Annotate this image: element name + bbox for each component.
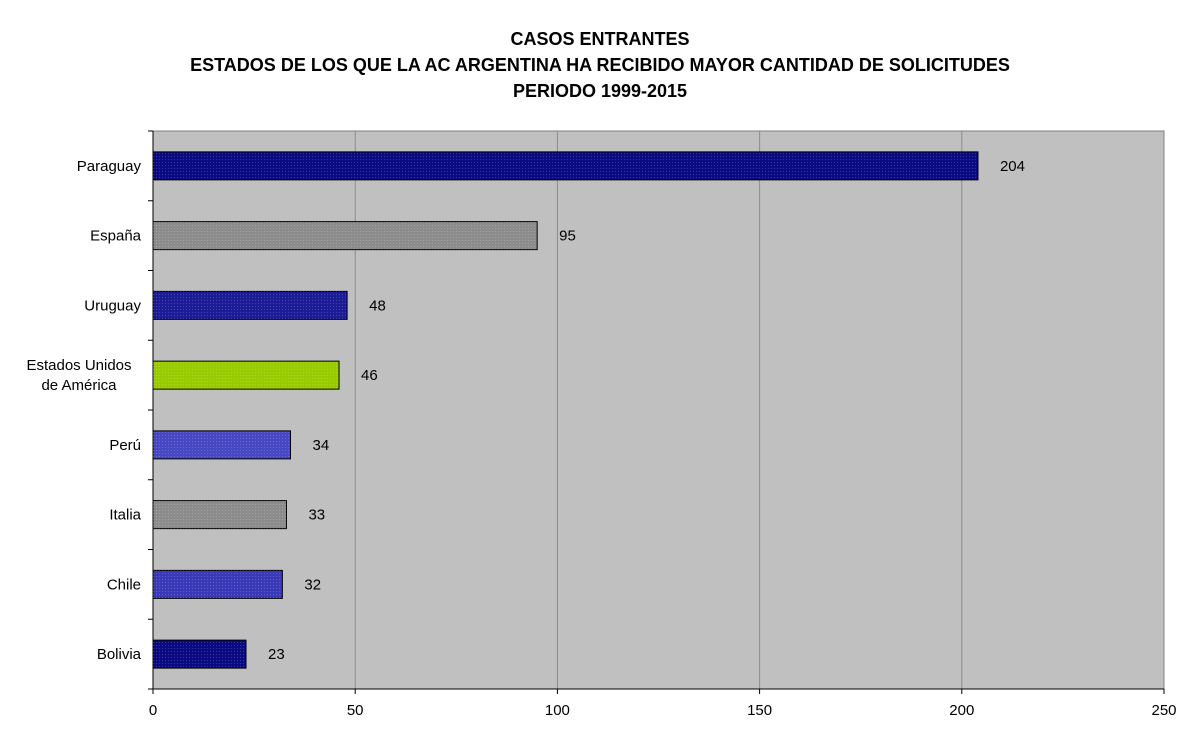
category-label: Paraguay xyxy=(77,158,142,175)
x-tick-label: 250 xyxy=(1151,702,1176,719)
bar-texture xyxy=(153,361,340,390)
bar-texture xyxy=(153,221,538,250)
data-label: 33 xyxy=(308,507,325,524)
data-label: 32 xyxy=(304,576,321,593)
bar-texture xyxy=(153,570,283,599)
plot-area xyxy=(152,130,1165,690)
chart-title-line-3: PERIODO 1999-2015 xyxy=(512,81,688,101)
bars xyxy=(152,151,979,669)
bar-texture xyxy=(153,500,287,529)
category-label: de América xyxy=(41,377,117,394)
category-label: Chile xyxy=(107,576,141,593)
x-tick-label: 150 xyxy=(747,702,772,719)
bar-texture xyxy=(153,430,291,459)
data-label: 34 xyxy=(312,437,329,454)
data-label: 23 xyxy=(268,646,285,663)
category-label: Estados Unidos xyxy=(26,357,131,374)
labels: 0 50 100 150 200 250 204 Paraguay 95 España 48 Urug… xyxy=(26,158,1176,719)
data-label: 46 xyxy=(361,367,378,384)
x-tick-label: 200 xyxy=(949,702,974,719)
category-label: Italia xyxy=(109,507,141,524)
x-tick-label: 50 xyxy=(347,702,364,719)
category-label: España xyxy=(90,228,142,245)
x-tick-label: 100 xyxy=(545,702,570,719)
chart-title-line-2: ESTADOS DE LOS QUE LA AC ARGENTINA HA RE… xyxy=(190,55,1010,75)
data-label: 95 xyxy=(559,228,576,245)
data-label: 48 xyxy=(369,297,386,314)
x-tick-label: 0 xyxy=(149,702,157,719)
bar-texture xyxy=(153,151,978,180)
category-label: Uruguay xyxy=(84,297,141,314)
bar-texture xyxy=(153,291,348,320)
data-label: 204 xyxy=(1000,158,1025,175)
bar-texture xyxy=(153,640,247,669)
category-label: Perú xyxy=(109,437,141,454)
chart-title-line-1: CASOS ENTRANTES xyxy=(510,29,690,49)
chart-title: CASOS ENTRANTES ESTADOS DE LOS QUE LA AC… xyxy=(0,26,1200,104)
category-label: Bolivia xyxy=(97,646,142,663)
